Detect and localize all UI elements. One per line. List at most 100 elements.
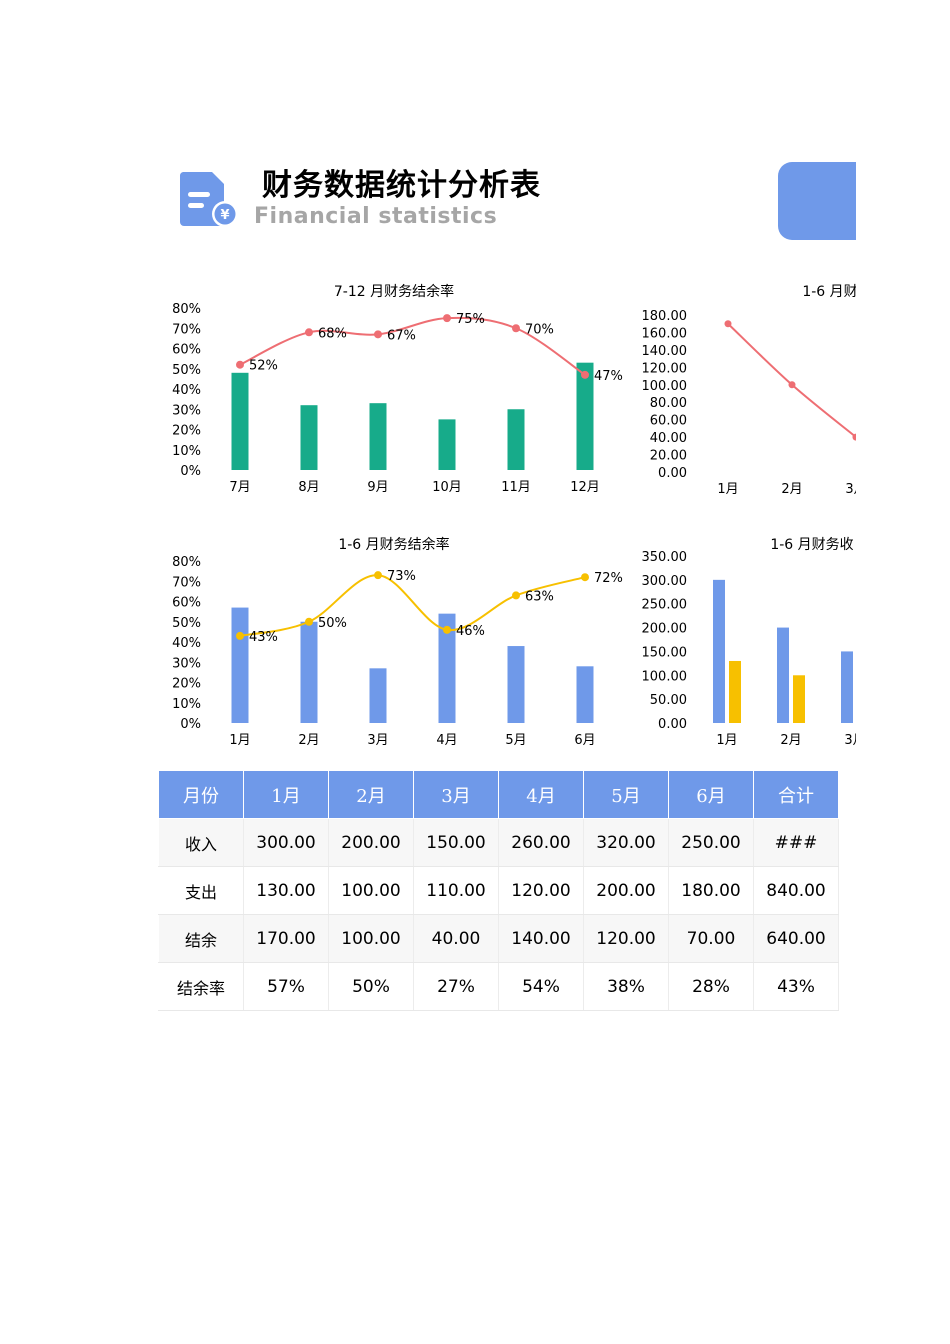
table-cell: 50% — [328, 962, 414, 1011]
y-tick-label: 100.00 — [642, 379, 688, 394]
bar — [300, 621, 318, 723]
y-tick-label: 140.00 — [642, 344, 688, 359]
bar — [576, 362, 594, 470]
finance-table: 月份 1月 2月 3月 4月 5月 6月 合计 收入 300.00 200.00… — [158, 770, 839, 1011]
line-point — [581, 370, 589, 379]
y-tick-label: 70% — [172, 575, 201, 590]
series-line — [727, 322, 856, 438]
table-cell: 140.00 — [498, 914, 584, 963]
table-cell: 120.00 — [583, 914, 669, 963]
line-point — [512, 591, 520, 600]
table-cell: 110.00 — [413, 866, 499, 915]
x-tick-label: 3月 — [844, 733, 856, 748]
line-point — [443, 314, 451, 323]
table-cell: 38% — [583, 962, 669, 1011]
chart-balance-rate-jul-dec: 7-12 月财务结余率 80% 70% 60% 50% 40% 30% 20% 10% 0% 7月 8… — [172, 283, 623, 495]
table-cell: 260.00 — [498, 818, 584, 867]
table-row: 结余 170.00 100.00 40.00 140.00 120.00 70.… — [158, 914, 839, 963]
bar — [369, 668, 387, 723]
bar — [438, 419, 456, 470]
line-point — [788, 381, 796, 389]
y-tick-label: 20% — [172, 677, 201, 692]
y-tick-label: 100.00 — [642, 669, 688, 684]
data-label: 68% — [318, 326, 347, 341]
y-tick-label: 20.00 — [650, 449, 687, 464]
y-tick-label: 40.00 — [650, 431, 687, 446]
chart-title: 1-6 月财 — [802, 284, 856, 300]
row-label: 支出 — [158, 866, 244, 915]
line-point — [512, 324, 520, 333]
table-header-cell: 月份 — [158, 770, 244, 819]
y-tick-label: 80.00 — [650, 396, 687, 411]
x-tick-label: 2月 — [298, 733, 319, 748]
line-point — [305, 328, 313, 337]
y-tick-label: 30% — [172, 656, 201, 671]
y-tick-label: 160.00 — [642, 326, 688, 341]
x-tick-label: 12月 — [570, 480, 600, 495]
data-label: 67% — [387, 328, 416, 343]
bar — [231, 372, 249, 470]
table-cell: 100.00 — [328, 914, 414, 963]
row-label: 结余 — [158, 914, 244, 963]
y-tick-label: 200.00 — [642, 622, 688, 637]
table-cell: 57% — [243, 962, 329, 1011]
y-tick-label: 0% — [180, 464, 201, 479]
x-tick-label: 1月 — [717, 482, 738, 497]
chart-title: 1-6 月财务结余率 — [338, 536, 449, 553]
page-subtitle: Financial statistics — [254, 204, 498, 229]
line-point — [374, 330, 382, 339]
y-tick-label: 0% — [180, 717, 201, 732]
data-label: 75% — [456, 312, 485, 327]
chart-title: 1-6 月财务收 — [770, 537, 853, 553]
chart-balance-rate-jan-jun: 1-6 月财务结余率 80% 70% 60% 50% 40% 30% 20% 10% 0% 1月 2月… — [172, 536, 623, 748]
y-tick-label: 60.00 — [650, 414, 687, 429]
bar — [729, 660, 741, 723]
y-tick-label: 350.00 — [642, 550, 688, 565]
y-tick-label: 60% — [172, 596, 201, 611]
svg-text:¥: ¥ — [220, 208, 229, 223]
data-label: 46% — [456, 624, 485, 639]
data-label: 70% — [525, 322, 554, 337]
line-point — [581, 573, 589, 582]
x-tick-label: 8月 — [298, 480, 319, 495]
table-cell: 130.00 — [243, 866, 329, 915]
x-tick-label: 2月 — [780, 733, 801, 748]
bar — [841, 651, 853, 723]
data-label: 43% — [249, 630, 278, 645]
y-tick-label: 40% — [172, 636, 201, 651]
y-tick-label: 20% — [172, 424, 201, 439]
x-tick-label: 2月 — [781, 482, 802, 497]
line-point — [852, 433, 856, 441]
table-cell: 28% — [668, 962, 754, 1011]
table-cell: 840.00 — [753, 866, 839, 915]
table-cell: 100.00 — [328, 866, 414, 915]
table-cell: 70.00 — [668, 914, 754, 963]
y-tick-label: 60% — [172, 343, 201, 358]
bar — [713, 579, 725, 723]
y-tick-label: 40% — [172, 383, 201, 398]
table-cell: ### — [753, 818, 839, 867]
data-label: 72% — [594, 571, 623, 586]
table-cell: 170.00 — [243, 914, 329, 963]
y-tick-label: 70% — [172, 322, 201, 337]
y-tick-label: 180.00 — [642, 309, 688, 324]
table-cell: 150.00 — [413, 818, 499, 867]
table-cell: 180.00 — [668, 866, 754, 915]
data-label: 47% — [594, 369, 623, 384]
y-tick-label: 150.00 — [642, 645, 688, 660]
row-label: 收入 — [158, 818, 244, 867]
x-tick-label: 6月 — [574, 733, 595, 748]
table-header-cell: 1月 — [243, 770, 329, 819]
x-tick-label: 10月 — [432, 480, 462, 495]
line-point — [236, 631, 244, 640]
table-header-cell: 3月 — [413, 770, 499, 819]
y-tick-label: 300.00 — [642, 574, 688, 589]
x-tick-label: 7月 — [229, 480, 250, 495]
table-row: 收入 300.00 200.00 150.00 260.00 320.00 25… — [158, 818, 839, 867]
document-yuan-icon: ¥ — [179, 172, 240, 232]
table-header-cell: 4月 — [498, 770, 584, 819]
bar — [507, 646, 525, 723]
y-tick-label: 250.00 — [642, 598, 688, 613]
y-tick-label: 80% — [172, 302, 201, 317]
bar — [507, 409, 525, 470]
